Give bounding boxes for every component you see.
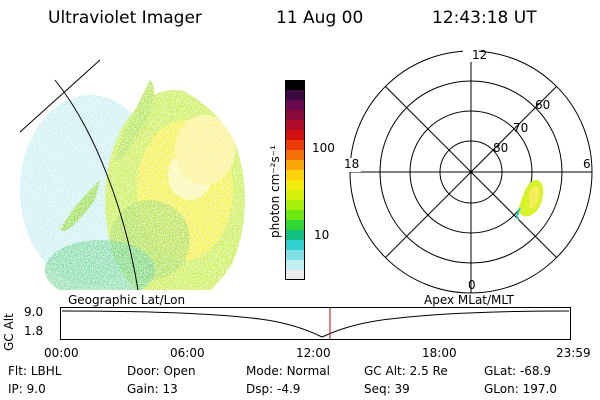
info-glat: GLat: -68.9: [484, 364, 551, 378]
color-bar-stripe: [285, 150, 305, 161]
color-bar-stripe: [285, 90, 305, 101]
info-glon: GLon: 197.0: [484, 382, 557, 396]
alt-plot-left-title: Geographic Lat/Lon: [68, 293, 186, 307]
color-bar-stripe: [285, 200, 305, 211]
colorbar-tick-100: 100: [312, 141, 335, 155]
color-bar-stripe: [285, 180, 305, 191]
color-bar-stripe: [285, 270, 305, 281]
info-dsp: Dsp: -4.9: [246, 382, 301, 396]
time-label: 12:43:18 UT: [432, 8, 537, 28]
alt-plot-right-title: Apex MLat/MLT: [424, 293, 514, 307]
color-bar-border: [285, 80, 305, 280]
instrument-title: Ultraviolet Imager: [48, 8, 202, 28]
info-door: Door: Open: [127, 364, 196, 378]
color-bar-stripe: [285, 130, 305, 141]
geographic-image: [6, 59, 250, 290]
polar-plot: 12 18 6 0 60 70 80: [343, 48, 593, 294]
color-bar-stripe: [285, 160, 305, 171]
color-bar-stripe: [285, 190, 305, 201]
color-bar-stripe: [285, 210, 305, 221]
mlt-label-bg-18: [343, 158, 361, 172]
info-mode: Mode: Normal: [246, 364, 330, 378]
mlat-label-80: 80: [493, 141, 508, 155]
color-bar-stripe: [285, 260, 305, 271]
alt-plot-frame: [60, 307, 571, 340]
alt-plot-ylabel: GC Alt: [2, 313, 16, 351]
color-bar-stripe: [285, 80, 305, 91]
color-bar-stripe: [285, 250, 305, 261]
mlt-label-18: 18: [344, 157, 359, 171]
alt-plot-xtick-1200: 12:00: [296, 346, 331, 360]
alt-plot-ytick-9: 9.0: [24, 305, 44, 319]
colorbar-unit-label: photon cm⁻²s⁻¹: [268, 145, 282, 238]
color-bar-stripe: [285, 170, 305, 181]
mlt-label-6: 6: [583, 157, 591, 171]
mlat-label-60: 60: [535, 98, 550, 112]
info-gain: Gain: 13: [127, 382, 178, 396]
mlt-label-12: 12: [472, 48, 487, 62]
color-bar-gradient: [285, 80, 305, 281]
alt-plot-xtick-1800: 18:00: [422, 346, 457, 360]
color-bar-stripe: [285, 120, 305, 131]
altitude-curve: [61, 310, 570, 338]
info-ip: IP: 9.0: [8, 382, 46, 396]
alt-plot-ytick-1.8: 1.8: [24, 324, 44, 338]
alt-plot-xtick-0600: 06:00: [170, 346, 205, 360]
altitude-plot: [60, 307, 571, 340]
color-bar-stripe: [285, 220, 305, 231]
info-seq: Seq: 39: [364, 382, 410, 396]
alt-plot-xtick-2359: 23:59: [556, 346, 591, 360]
color-bar-stripe: [285, 100, 305, 111]
colorbar-tick-10: 10: [314, 228, 330, 242]
info-gc-alt: GC Alt: 2.5 Re: [364, 364, 448, 378]
mlt-label-0: 0: [468, 278, 476, 292]
mlat-label-70: 70: [513, 121, 528, 135]
color-bar-stripe: [285, 110, 305, 121]
date-label: 11 Aug 00: [276, 8, 364, 28]
mlt-label-bg-12: [463, 48, 479, 62]
info-flt: Flt: LBHL: [8, 364, 62, 378]
alt-plot-xtick-0000: 00:00: [44, 346, 79, 360]
color-bar-stripe: [285, 140, 305, 151]
color-bar-stripe: [285, 240, 305, 251]
color-bar: [285, 80, 305, 281]
color-bar-stripe: [285, 230, 305, 241]
